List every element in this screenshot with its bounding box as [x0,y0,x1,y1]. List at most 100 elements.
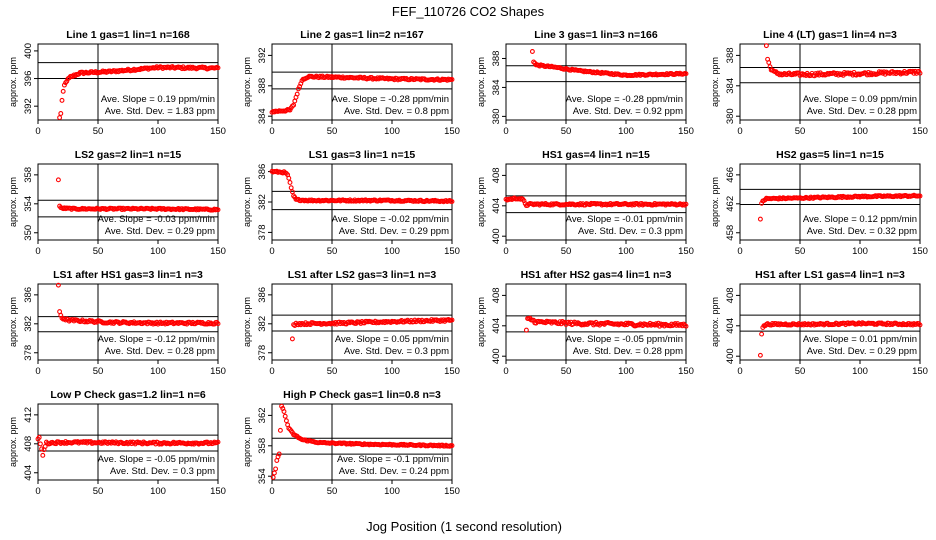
y-tick-label: 404 [491,318,502,334]
data-point [683,323,689,329]
x-tick-label: 0 [503,126,508,137]
y-axis-label: approx. ppm [710,297,720,347]
chart-panel: LS1 after HS1 gas=3 lin=1 n=3 0 50 100 150 37… [8,269,226,377]
data-point [449,199,455,205]
y-tick-label: 378 [257,345,268,361]
data-point [287,180,293,185]
y-axis-label: approx. ppm [476,297,486,347]
panel-grid: Line 1 gas=1 lin=1 n=168 0 50 100 150 392 396 4… [8,29,928,497]
data-point [286,175,292,181]
data-point [757,352,763,358]
y-tick-label: 400 [725,348,736,364]
x-tick-label: 0 [269,486,274,497]
chart-panel: High P Check gas=1 lin=0.8 n=3 0 50 100 150 3… [242,389,460,497]
plot-frame [739,43,921,121]
data-point [215,65,221,71]
std-dev-annotation: Ave. Std. Dev. = 0.28 ppm [807,106,917,117]
x-tick-label: 0 [35,246,40,257]
x-tick-label: 100 [150,246,166,257]
x-tick-label: 150 [912,126,928,137]
data-point [292,98,298,104]
x-tick-label: 150 [444,486,460,497]
data-point [295,86,301,92]
x-tick-label: 150 [210,366,226,377]
data-point [917,70,923,76]
y-tick-label: 462 [725,196,736,212]
panel-title: HS1 after LS1 gas=4 lin=1 n=3 [755,269,905,281]
x-tick-label: 0 [737,126,742,137]
y-axis-label: approx. ppm [8,417,18,467]
data-point [64,78,70,84]
data-point [59,97,65,103]
x-tick-label: 150 [444,366,460,377]
y-tick-label: 404 [23,465,34,481]
x-tick-label: 150 [912,246,928,257]
panel-title: Line 1 gas=1 lin=1 n=168 [66,29,190,41]
data-point [277,427,283,433]
data-point [57,115,63,121]
data-point [282,413,288,419]
x-tick-label: 0 [503,366,508,377]
data-point [55,282,61,288]
panel-title: HS2 gas=5 lin=1 n=15 [776,149,884,161]
y-tick-label: 458 [725,225,736,241]
y-tick-label: 408 [491,287,502,303]
plot-frame [271,43,453,121]
x-tick-label: 150 [912,366,928,377]
slope-annotation: Ave. Slope = -0.1 ppm/min [337,454,449,465]
std-dev-annotation: Ave. Std. Dev. = 0.92 ppm [573,106,683,117]
x-tick-label: 150 [210,126,226,137]
y-tick-label: 400 [491,348,502,364]
panel-title: HS1 gas=4 lin=1 n=15 [542,149,650,161]
y-tick-label: 400 [491,228,502,244]
panel-title: Line 4 (LT) gas=1 lin=4 n=3 [763,29,897,41]
data-point [273,466,279,472]
data-point [60,88,66,94]
slope-annotation: Ave. Slope = 0.09 ppm/min [803,94,917,105]
plot-frame [271,403,453,481]
slope-annotation: Ave. Slope = 0.12 ppm/min [803,214,917,225]
y-tick-label: 384 [257,108,268,124]
chart-panel: Line 3 gas=1 lin=3 n=166 0 50 100 150 380 384 3… [476,29,694,137]
x-tick-label: 50 [93,486,104,497]
data-point [683,201,689,207]
y-axis-label: approx. ppm [242,297,252,347]
y-axis-label: approx. ppm [242,57,252,107]
data-point [759,331,765,337]
data-point [757,216,763,222]
y-tick-label: 358 [257,438,268,454]
y-axis-label: approx. ppm [8,177,18,227]
slope-annotation: Ave. Slope = -0.05 ppm/min [566,334,683,345]
y-tick-label: 384 [725,78,736,94]
std-dev-annotation: Ave. Std. Dev. = 0.32 ppm [807,226,917,237]
chart-panel: HS2 gas=5 lin=1 n=15 0 50 100 150 458 462 466 ap… [710,149,928,257]
y-tick-label: 404 [491,198,502,214]
x-tick-label: 50 [795,246,806,257]
y-tick-label: 378 [23,345,34,361]
y-tick-label: 382 [257,194,268,210]
y-axis-label: approx. ppm [476,177,486,227]
y-axis-label: approx. ppm [8,57,18,107]
x-tick-label: 50 [327,366,338,377]
x-tick-label: 150 [444,246,460,257]
slope-annotation: Ave. Slope = -0.28 ppm/min [566,94,683,105]
panel-title: Line 2 gas=1 lin=2 n=167 [300,29,424,41]
y-tick-label: 354 [257,468,268,484]
x-tick-label: 150 [678,126,694,137]
y-tick-label: 378 [257,224,268,240]
x-tick-label: 150 [444,126,460,137]
x-tick-label: 0 [737,246,742,257]
y-axis-label: approx. ppm [710,57,720,107]
x-tick-label: 50 [561,126,572,137]
y-tick-label: 354 [23,196,34,212]
chart-panel: Low P Check gas=1.2 lin=1 n=6 0 50 100 150 40… [8,389,226,497]
x-tick-label: 150 [210,246,226,257]
data-point [36,434,42,440]
y-axis-label: approx. ppm [242,417,252,467]
x-tick-label: 100 [852,126,868,137]
data-point [37,441,43,447]
x-axis-label: Jog Position (1 second resolution) [366,519,562,534]
x-tick-label: 50 [561,246,572,257]
data-point [215,439,221,445]
y-tick-label: 362 [257,407,268,423]
